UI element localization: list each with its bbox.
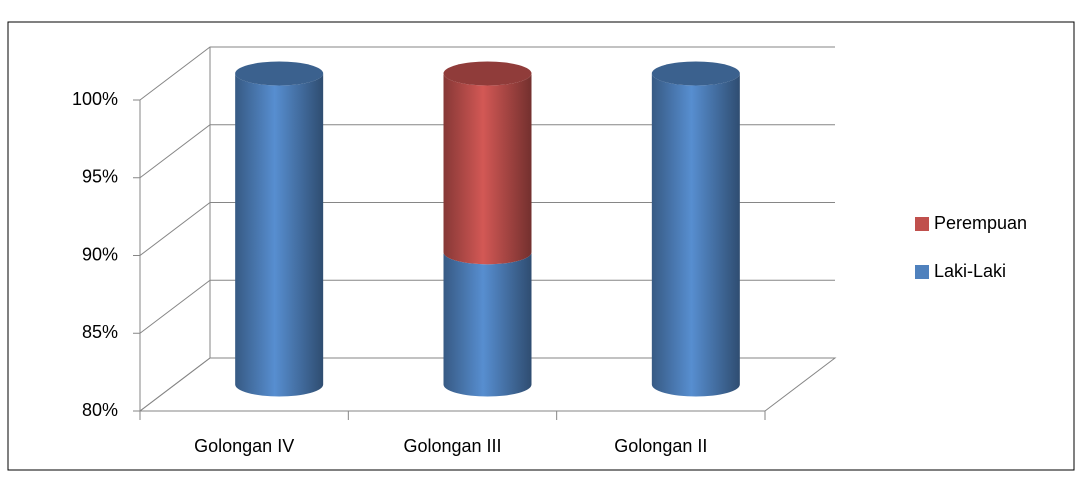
cylinder-segment — [235, 73, 324, 397]
grid-line — [139, 279, 835, 334]
grid-line — [139, 124, 835, 179]
grid-line — [139, 46, 835, 101]
cylinder-segment — [443, 73, 532, 265]
x-tick-label: Golongan IV — [194, 436, 294, 456]
y-tick-label: 80% — [82, 400, 118, 420]
y-tick-label: 85% — [82, 322, 118, 342]
cylinder-top — [651, 61, 740, 86]
legend-swatch — [915, 217, 929, 231]
x-tick-label: Golongan III — [403, 436, 501, 456]
y-tick-label: 90% — [82, 244, 118, 264]
y-tick-label: 95% — [82, 167, 118, 187]
cylinder-segment — [443, 252, 532, 397]
legend-label: Laki-Laki — [934, 261, 1006, 281]
chart-border — [7, 21, 1075, 471]
grid-line — [139, 202, 835, 256]
grid-line — [139, 357, 835, 412]
y-tick-label: 100% — [72, 89, 118, 109]
cylinder-segment — [651, 73, 740, 397]
legend-swatch — [915, 265, 929, 279]
legend-label: Perempuan — [934, 213, 1027, 233]
x-tick-label: Golongan II — [614, 436, 707, 456]
cylinder-top — [235, 61, 324, 86]
cylinder-top — [443, 61, 532, 86]
